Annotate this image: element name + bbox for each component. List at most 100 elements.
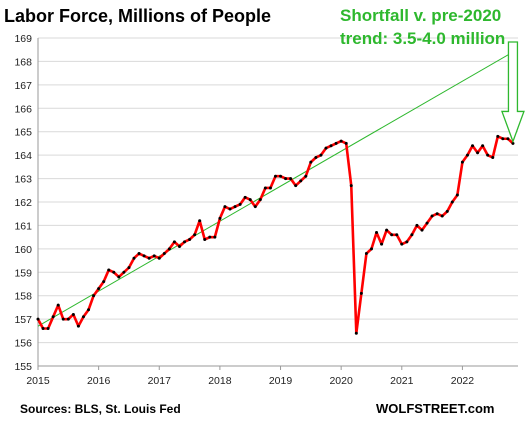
data-point-2019-05 [299,179,303,183]
data-point-2022-11 [511,141,515,145]
data-point-2018-06 [243,195,247,199]
data-point-2017-02 [162,252,166,256]
data-point-2016-04 [112,270,116,274]
y-tick-label-158: 158 [14,291,32,303]
data-point-2017-05 [177,245,181,249]
y-tick-label-163: 163 [14,174,32,186]
data-point-2020-06 [364,252,368,256]
data-point-2016-03 [107,268,111,272]
data-point-2021-02 [405,240,409,244]
data-point-2016-11 [147,256,151,260]
y-tick-label-166: 166 [14,103,32,115]
data-point-2015-08 [71,312,75,316]
source-note: Sources: BLS, St. Louis Fed [20,402,181,416]
chart-title: Labor Force, Millions of People [4,6,272,26]
data-point-2020-02 [344,141,348,145]
data-point-2022-03 [471,144,475,148]
data-point-2020-03 [349,184,353,188]
x-tick-label-2016: 2016 [87,375,111,387]
data-point-2021-11 [450,200,454,204]
axes [37,38,518,370]
data-point-2022-10 [506,137,510,141]
x-tick-label-2015: 2015 [26,375,50,387]
data-point-2015-09 [76,324,80,328]
x-axis-tick-labels: 2015 2016 2017 2018 2019 2020 2021 2022 [26,375,474,387]
data-point-2020-12 [395,233,399,237]
data-point-2015-05 [56,303,60,307]
credit-label: WOLFSTREET.com [376,401,495,416]
data-point-2019-04 [294,184,298,188]
annotation-line-1: Shortfall v. pre-2020 [340,6,502,25]
data-point-2020-05 [359,291,363,295]
data-point-2016-07 [127,266,131,270]
data-point-2019-10 [324,146,328,150]
data-point-2022-02 [465,153,469,157]
data-point-2018-08 [253,205,257,209]
y-tick-label-164: 164 [14,150,32,162]
x-tick-label-2022: 2022 [451,375,475,387]
y-tick-label-165: 165 [14,127,32,139]
data-point-2019-06 [304,174,308,178]
annotation-line-2: trend: 3.5-4.0 million [340,29,506,48]
data-point-2022-09 [501,137,505,141]
data-point-2018-02 [223,205,227,209]
data-point-2021-09 [440,214,444,218]
data-point-2016-06 [122,270,126,274]
data-point-2019-07 [309,160,313,164]
x-tick-label-2021: 2021 [390,375,414,387]
data-point-2019-09 [319,153,323,157]
data-point-2020-07 [369,247,373,251]
data-point-2016-05 [117,275,121,279]
data-point-2017-12 [213,235,217,239]
y-tick-label-168: 168 [14,56,32,68]
data-point-2017-11 [208,235,212,239]
data-point-2015-12 [92,294,96,298]
data-point-2019-02 [284,177,288,181]
data-point-2016-01 [97,287,101,291]
y-tick-label-162: 162 [14,197,32,209]
grid-lines [38,37,518,367]
data-point-2018-10 [263,186,267,190]
data-point-2018-01 [218,216,222,220]
data-point-2021-12 [455,193,459,197]
labor-force-series-line [36,135,515,335]
data-point-2022-08 [496,134,500,138]
trend-line-group [37,51,514,327]
data-point-2017-03 [167,247,171,251]
data-point-2016-09 [137,252,141,256]
data-point-2021-01 [400,242,404,246]
data-point-2017-08 [193,233,197,237]
data-point-2022-01 [460,160,464,164]
data-point-2022-04 [476,151,480,155]
shortfall-arrow-group [501,41,525,144]
data-point-2018-07 [248,198,252,202]
y-tick-label-156: 156 [14,338,32,350]
data-point-2020-08 [375,230,379,234]
x-tick-label-2020: 2020 [329,375,353,387]
y-tick-label-157: 157 [14,314,32,326]
data-point-2018-03 [228,207,232,211]
data-point-2015-03 [46,327,50,331]
data-point-2015-01 [36,317,40,321]
data-point-2017-06 [183,240,187,244]
pre-2020-trend-line [37,51,514,327]
y-tick-label-155: 155 [14,361,32,373]
data-point-2021-08 [435,212,439,216]
x-tick-label-2017: 2017 [148,375,172,387]
data-point-2015-11 [87,308,91,312]
data-point-2021-07 [430,214,434,218]
shortfall-annotation: Shortfall v. pre-2020 trend: 3.5-4.0 mil… [340,4,526,50]
data-point-2018-04 [233,205,237,209]
data-point-2018-11 [268,186,272,190]
data-point-2015-04 [51,315,55,319]
data-point-2017-10 [203,237,207,241]
data-point-2015-10 [81,315,85,319]
x-tick-label-2019: 2019 [269,375,293,387]
y-axis-tick-labels: 155 156 157 158 159 160 161 162 163 164 165 166 167 1… [14,33,32,373]
data-point-2017-04 [172,240,176,244]
data-point-2019-12 [334,141,338,145]
data-point-2022-07 [491,155,495,159]
data-point-2017-07 [188,237,192,241]
